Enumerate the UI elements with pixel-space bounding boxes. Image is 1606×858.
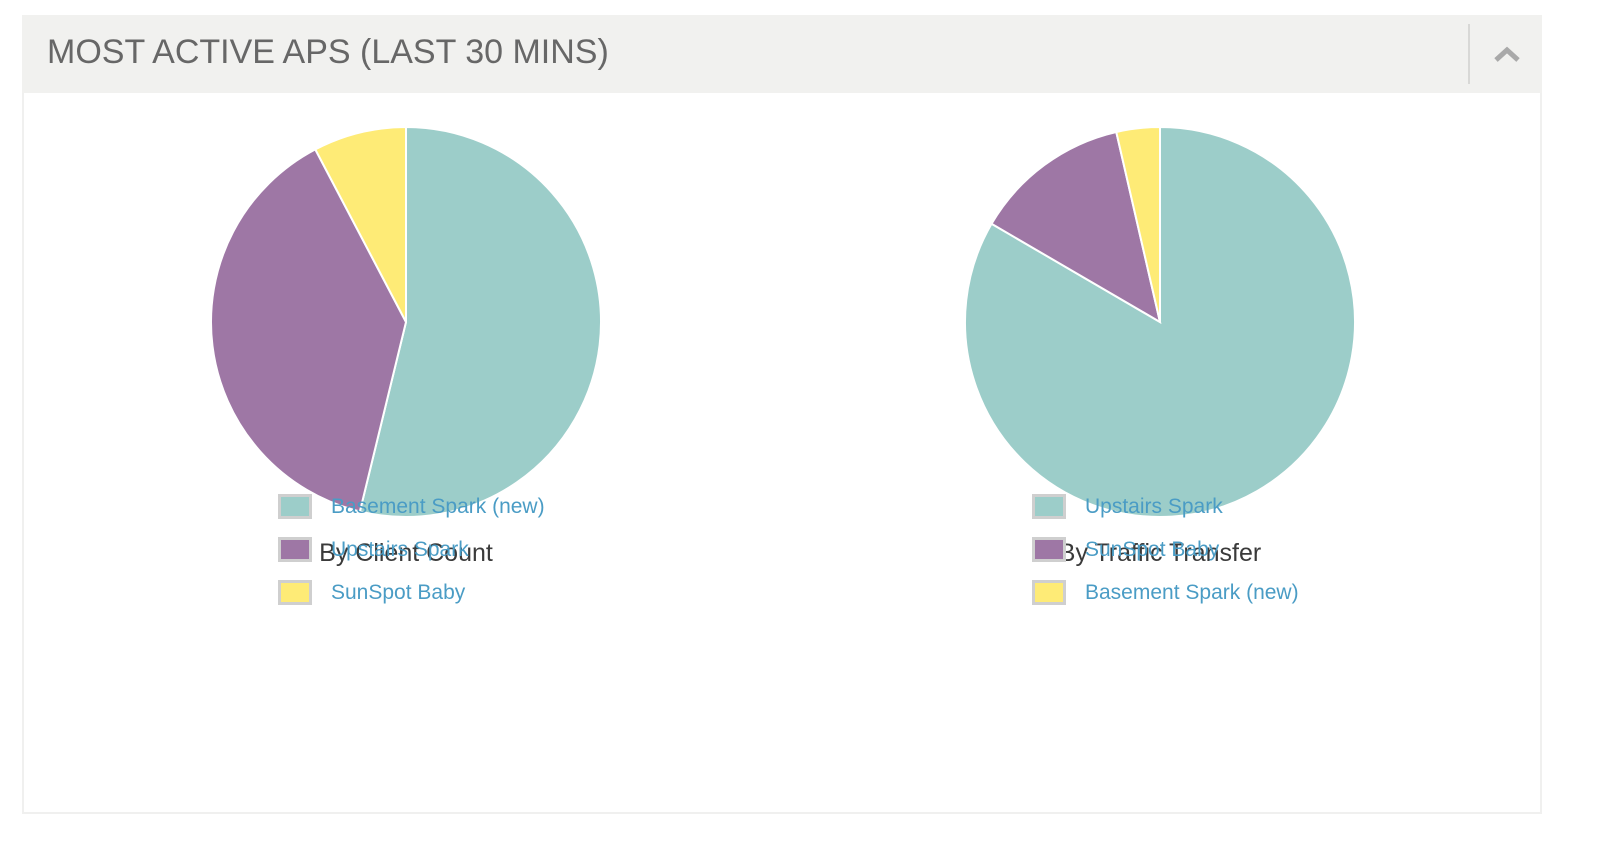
pie-slice[interactable] bbox=[210, 148, 408, 513]
pie-slice[interactable] bbox=[1115, 125, 1161, 323]
legend-label[interactable]: Upstairs Spark bbox=[331, 537, 469, 561]
client-count-chart: By Client Count bbox=[206, 125, 606, 568]
legend-label[interactable]: Upstairs Spark bbox=[1085, 494, 1223, 518]
legend-swatch bbox=[1032, 494, 1066, 519]
traffic-transfer-chart: By Traffic Transfer bbox=[960, 125, 1360, 568]
legend-label[interactable]: SunSpot Baby bbox=[1085, 537, 1220, 561]
panel-header: MOST ACTIVE APS (LAST 30 MINS) bbox=[22, 15, 1542, 93]
legend-swatch bbox=[1032, 580, 1066, 605]
legend-label[interactable]: Basement Spark (new) bbox=[331, 494, 545, 518]
collapse-button[interactable] bbox=[1472, 15, 1542, 93]
legend-swatch bbox=[278, 494, 312, 519]
client-count-pie bbox=[210, 125, 602, 518]
legend-item[interactable]: Basement Spark (new) bbox=[1032, 571, 1299, 614]
header-divider bbox=[1468, 24, 1470, 84]
legend-item[interactable]: Upstairs Spark bbox=[278, 528, 545, 571]
legend-swatch bbox=[278, 580, 312, 605]
legend-swatch bbox=[1032, 537, 1066, 562]
legend-item[interactable]: Basement Spark (new) bbox=[278, 485, 545, 528]
legend-label[interactable]: Basement Spark (new) bbox=[1085, 580, 1299, 604]
panel-title: MOST ACTIVE APS (LAST 30 MINS) bbox=[47, 33, 609, 71]
chart-caption: By Traffic Transfer bbox=[1058, 539, 1262, 567]
legend-item[interactable]: SunSpot Baby bbox=[278, 571, 545, 614]
legend-item[interactable]: SunSpot Baby bbox=[1032, 528, 1299, 571]
chart-caption: By Client Count bbox=[319, 539, 493, 567]
legend-label[interactable]: SunSpot Baby bbox=[331, 580, 466, 604]
traffic-transfer-legend: Upstairs Spark SunSpot Baby Basement Spa… bbox=[1032, 485, 1299, 614]
legend-item[interactable]: Upstairs Spark bbox=[1032, 485, 1299, 528]
traffic-transfer-pie bbox=[964, 125, 1356, 518]
client-count-legend: Basement Spark (new) Upstairs Spark SunS… bbox=[278, 485, 545, 614]
pie-slice[interactable] bbox=[990, 130, 1162, 325]
pie-slice[interactable] bbox=[358, 125, 602, 518]
most-active-aps-panel: MOST ACTIVE APS (LAST 30 MINS) By Client… bbox=[22, 15, 1542, 814]
chevron-up-icon bbox=[1494, 46, 1520, 62]
pie-slice[interactable] bbox=[313, 125, 407, 323]
legend-swatch bbox=[278, 537, 312, 562]
